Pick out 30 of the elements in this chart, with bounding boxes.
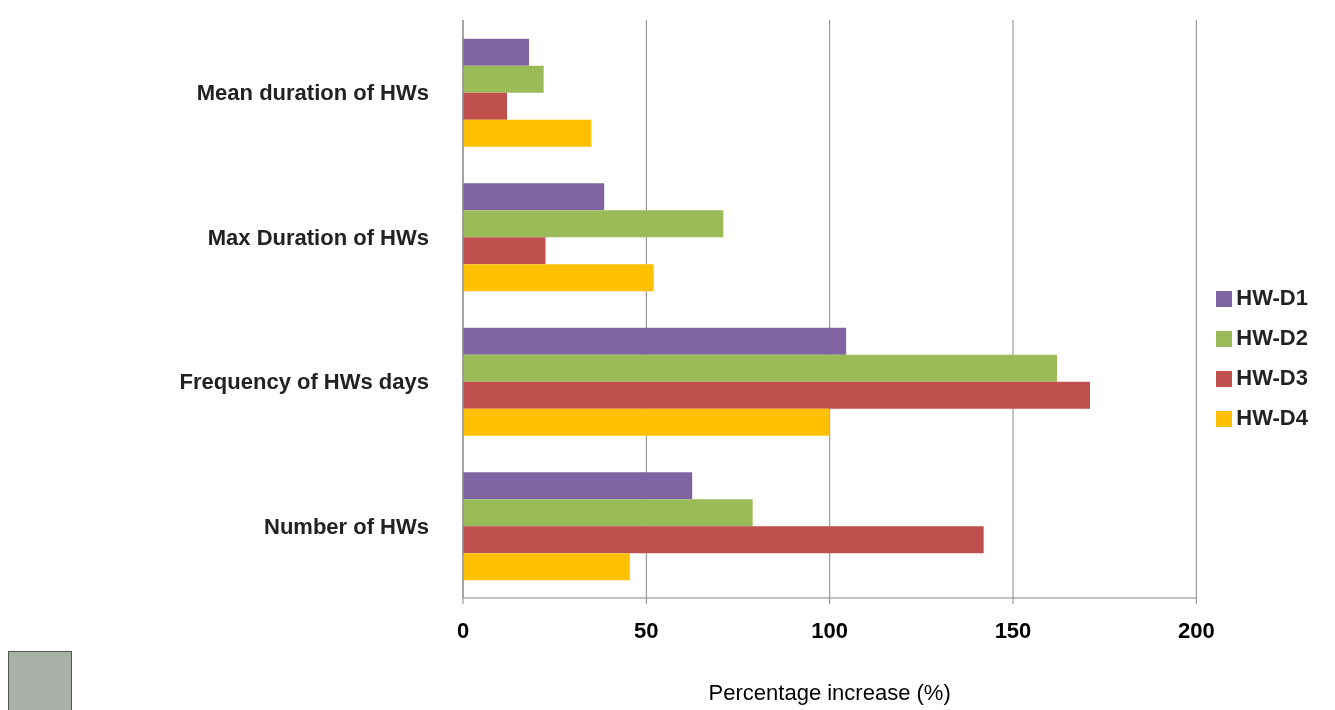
- x-tick-label: 50: [634, 617, 659, 643]
- bar: [463, 65, 544, 93]
- legend-label: HW-D2: [1236, 325, 1308, 350]
- bar: [463, 526, 984, 554]
- bar: [463, 183, 605, 211]
- y-tick-label: Max Duration of HWs: [207, 224, 429, 250]
- bar: [463, 472, 693, 500]
- bar: [463, 327, 847, 355]
- bar: [463, 264, 654, 292]
- legend-label: HW-D1: [1236, 285, 1308, 310]
- y-tick-label: Mean duration of HWs: [196, 80, 429, 106]
- x-tick-label: 100: [811, 617, 849, 643]
- bar: [463, 553, 630, 581]
- x-tick-label: 150: [994, 617, 1032, 643]
- bar: [463, 381, 1090, 409]
- bar: [463, 119, 592, 147]
- bar: [463, 38, 529, 66]
- x-tick-label: 0: [456, 617, 470, 643]
- bar: [463, 499, 753, 527]
- bar: [463, 210, 724, 238]
- bar: [463, 92, 507, 120]
- bar: [463, 237, 546, 265]
- y-tick-label: Frequency of HWs days: [179, 369, 429, 395]
- bar: [463, 354, 1057, 382]
- legend-label: HW-D3: [1236, 365, 1308, 390]
- bar: [463, 408, 830, 436]
- legend-label: HW-D4: [1236, 405, 1308, 430]
- x-axis-title: Percentage increase (%): [708, 680, 951, 705]
- y-tick-label: Number of HWs: [264, 513, 429, 539]
- x-tick-label: 200: [1177, 617, 1215, 643]
